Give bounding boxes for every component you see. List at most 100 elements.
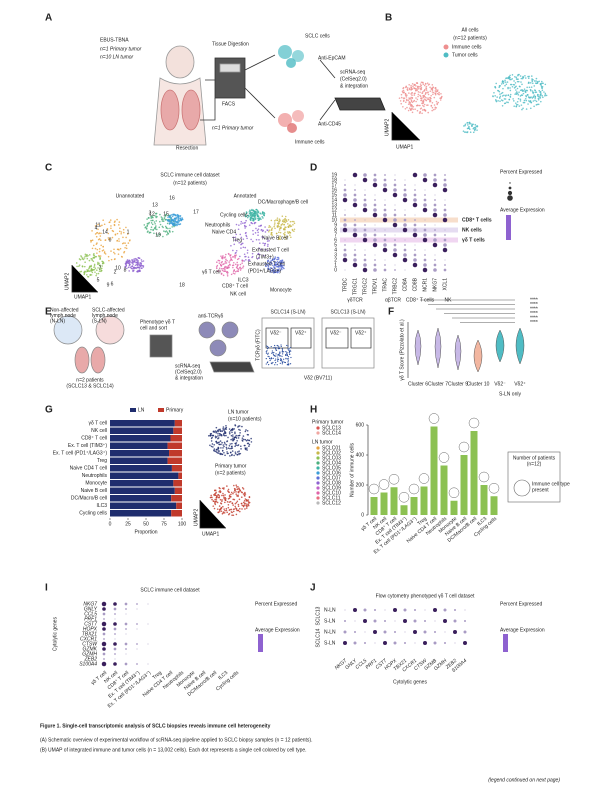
dot	[404, 209, 406, 211]
dot	[434, 199, 436, 201]
umap-dot	[155, 212, 158, 215]
umap-dot	[244, 498, 247, 500]
umap-dot	[228, 261, 230, 263]
umap-dot	[125, 244, 128, 247]
flow-dot	[266, 350, 268, 352]
legend-dot	[316, 481, 320, 485]
umap-dot	[100, 269, 103, 272]
umap-dot	[421, 81, 424, 84]
umap-dot	[219, 433, 221, 435]
legend-dot	[443, 44, 449, 50]
umap-dot	[81, 257, 84, 259]
category: Vδ2⁻	[494, 381, 506, 387]
dot	[404, 179, 406, 181]
umap-dot	[76, 265, 78, 268]
umap-dot	[408, 83, 410, 86]
dot	[136, 648, 138, 650]
umap-dot	[521, 89, 523, 92]
umap-dot	[224, 431, 227, 434]
umap-dot	[276, 260, 279, 263]
caption-title: Figure 1. Single-cell transcriptomic ana…	[40, 723, 271, 729]
dot	[402, 257, 408, 263]
umap-dot	[432, 93, 434, 96]
dot	[443, 268, 447, 272]
umap-dot	[264, 262, 267, 265]
umap-dot	[140, 259, 143, 261]
category: γδ T cell	[88, 420, 107, 426]
dot	[434, 620, 436, 622]
umap-dot	[171, 230, 174, 233]
umap-dot	[431, 106, 434, 109]
umap-dot	[86, 269, 88, 271]
dot	[136, 603, 138, 605]
umap-dot	[121, 242, 124, 245]
umap-dot	[435, 106, 438, 109]
sig-label: ****	[530, 297, 538, 303]
row-label: 11	[332, 212, 337, 218]
umap-dot	[268, 268, 270, 271]
umap-dot	[165, 226, 168, 229]
umap-dot	[420, 81, 423, 84]
umap-dot	[226, 485, 228, 487]
cell-blobs	[278, 45, 304, 133]
umap-dot	[503, 102, 506, 105]
flow-dot	[275, 349, 277, 351]
umap-dot	[429, 96, 431, 99]
dot	[384, 204, 386, 206]
umap-dot	[122, 228, 125, 231]
umap-dot	[400, 93, 403, 96]
umap-dot	[86, 274, 88, 276]
dot	[372, 212, 378, 218]
panel-letter: J	[310, 583, 316, 594]
umap-dot	[93, 268, 96, 271]
gene-label: GNLY	[84, 606, 98, 612]
umap-dot	[275, 271, 277, 273]
umap-dot	[533, 105, 535, 108]
umap-dot	[90, 239, 93, 242]
gene-label: TRBC2	[392, 278, 398, 295]
y-tick-label: 200	[356, 482, 365, 488]
umap-dot	[404, 107, 407, 110]
flow-dot	[276, 364, 278, 366]
dot	[442, 247, 448, 253]
umap-dot	[419, 95, 422, 98]
umap-dot	[222, 267, 225, 270]
umap-dot	[408, 88, 411, 91]
umap-dot	[125, 264, 128, 266]
row-highlight	[340, 227, 458, 233]
umap-dot	[219, 270, 221, 272]
umap-dot	[215, 432, 217, 434]
umap-dot	[437, 93, 440, 95]
umap-dot	[520, 77, 523, 80]
umap-dot	[434, 108, 436, 110]
umap-dot	[174, 214, 177, 216]
dot	[114, 613, 116, 615]
legend-label: SCLC08	[322, 480, 341, 486]
dot	[394, 174, 396, 176]
umap-dot	[425, 87, 427, 89]
dot	[373, 208, 377, 212]
umap-dot	[222, 274, 225, 277]
umap-dot	[166, 233, 168, 236]
dot	[373, 263, 377, 267]
umap-dot	[274, 256, 277, 258]
dot	[343, 641, 347, 645]
umap-dot	[287, 223, 289, 225]
dot	[393, 608, 397, 612]
umap-dot	[98, 255, 101, 258]
dot	[394, 620, 396, 622]
umap-dot	[291, 228, 294, 231]
umap-dot	[290, 236, 292, 239]
cluster-number: 15	[163, 211, 169, 217]
umap-dot	[438, 91, 440, 94]
category: Treg	[152, 670, 164, 681]
umap-dot	[155, 225, 157, 227]
h-key	[507, 451, 561, 503]
schematic-e	[53, 315, 375, 374]
umap-dot	[223, 451, 225, 454]
umap-dot	[168, 223, 171, 225]
cluster-number: 9	[107, 282, 110, 288]
label: lymph node	[92, 313, 118, 319]
patient-glyph	[378, 479, 390, 490]
flow-dot	[284, 361, 287, 364]
